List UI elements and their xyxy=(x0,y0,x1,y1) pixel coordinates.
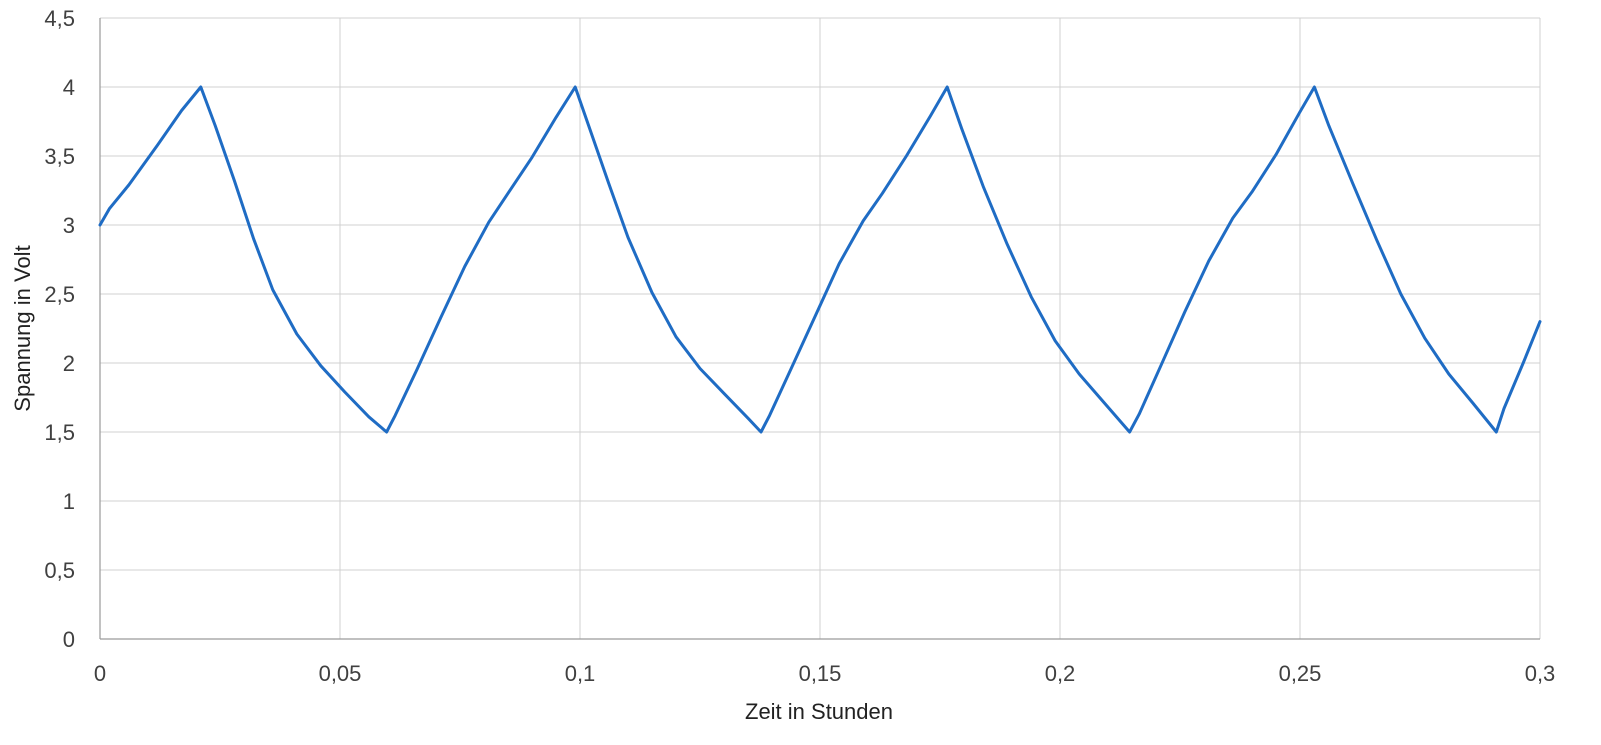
x-tick-label: 0,3 xyxy=(1525,661,1556,686)
y-tick-label: 1 xyxy=(63,489,75,514)
x-tick-labels: 0 0,05 0,1 0,15 0,2 0,25 0,3 xyxy=(94,661,1555,686)
series xyxy=(98,85,1542,434)
x-tick-label: 0,05 xyxy=(319,661,362,686)
x-tick-label: 0,25 xyxy=(1279,661,1322,686)
y-tick-label: 3,5 xyxy=(44,144,75,169)
axes xyxy=(99,18,1540,640)
x-tick-label: 0,1 xyxy=(565,661,596,686)
x-tick-label: 0 xyxy=(94,661,106,686)
x-axis-title: Zeit in Stunden xyxy=(745,699,893,724)
y-tick-labels: 0 0,5 1 1,5 2 2,5 3 3,5 4 4,5 xyxy=(44,6,75,652)
y-tick-label: 3 xyxy=(63,213,75,238)
x-tick-label: 0,2 xyxy=(1045,661,1076,686)
y-tick-label: 1,5 xyxy=(44,420,75,445)
y-axis-title: Spannung in Volt xyxy=(10,245,35,411)
series-line xyxy=(98,85,1542,434)
y-tick-label: 0,5 xyxy=(44,558,75,583)
y-tick-label: 4 xyxy=(63,75,75,100)
y-tick-label: 2 xyxy=(63,351,75,376)
y-tick-label: 4,5 xyxy=(44,6,75,31)
y-tick-label: 0 xyxy=(63,627,75,652)
x-tick-label: 0,15 xyxy=(799,661,842,686)
y-tick-label: 2,5 xyxy=(44,282,75,307)
gridlines xyxy=(100,17,1541,639)
